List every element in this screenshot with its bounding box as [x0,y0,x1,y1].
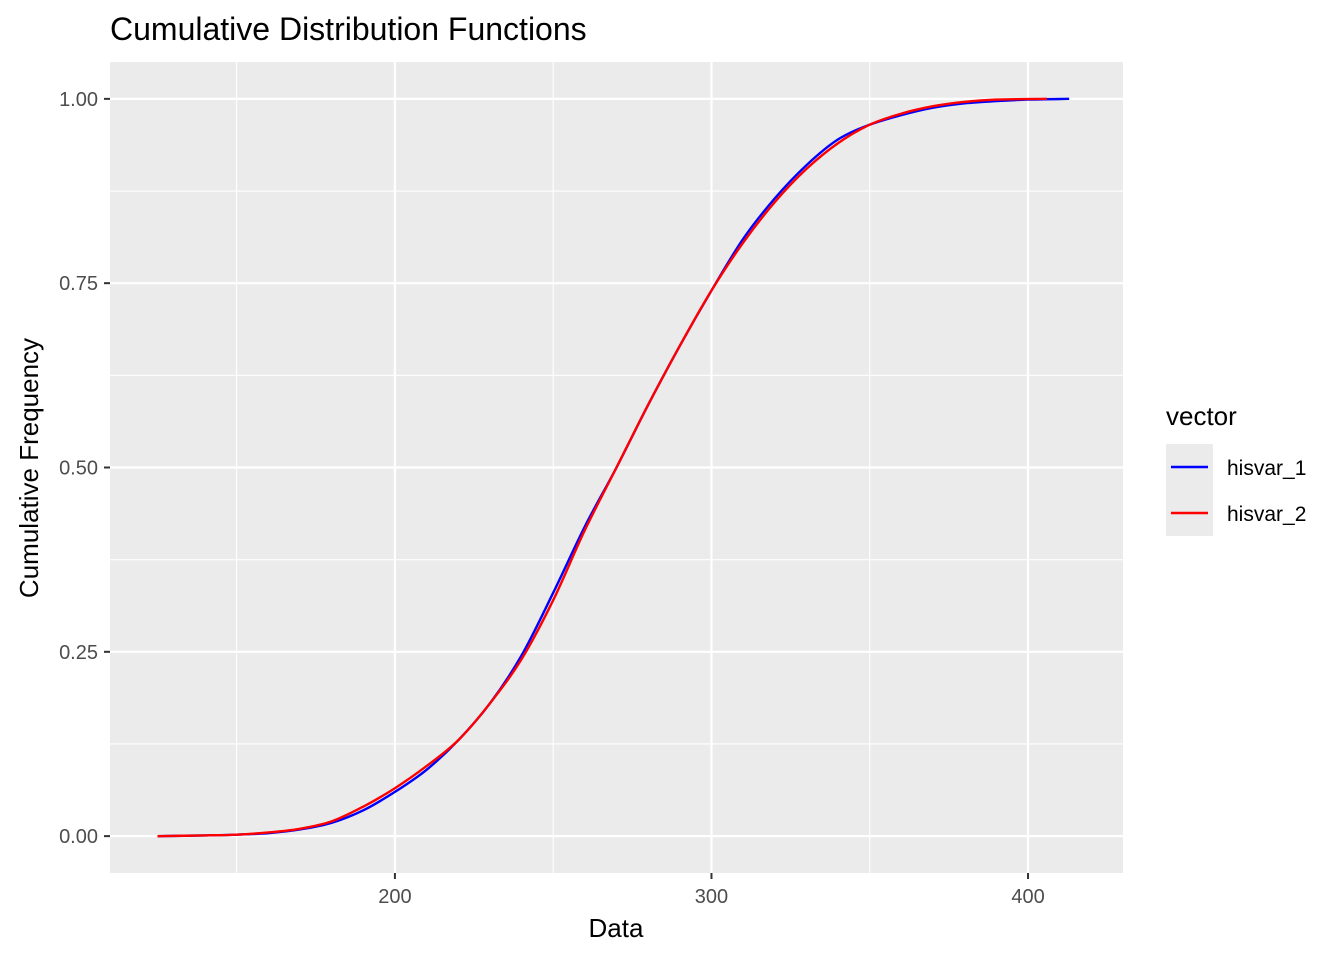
series-line-hisvar_2 [157,97,1048,838]
y-axis-title: Cumulative Frequency [14,338,44,598]
x-tick-label: 300 [695,886,728,908]
series-lines [157,97,1070,838]
x-tick-label: 400 [1011,886,1044,908]
legend-label-hisvar-2: hisvar_2 [1227,503,1306,526]
major-gridlines [110,62,1123,873]
x-axis-title: Data [589,913,644,943]
y-axis-ticks: 0.00 0.25 0.50 0.75 1.00 [59,89,110,848]
chart-title: Cumulative Distribution Functions [110,11,587,47]
y-tick-label: 1.00 [59,89,98,111]
x-axis-ticks: 200 300 400 [378,873,1045,908]
legend: vector hisvar_1 hisvar_2 [1166,401,1306,536]
y-tick-label: 0.75 [59,273,98,295]
y-tick-label: 0.00 [59,826,98,848]
x-tick-label: 200 [378,886,411,908]
legend-label-hisvar-1: hisvar_1 [1227,457,1306,480]
y-tick-label: 0.50 [59,458,98,480]
y-tick-label: 0.25 [59,642,98,664]
legend-title: vector [1166,401,1237,431]
